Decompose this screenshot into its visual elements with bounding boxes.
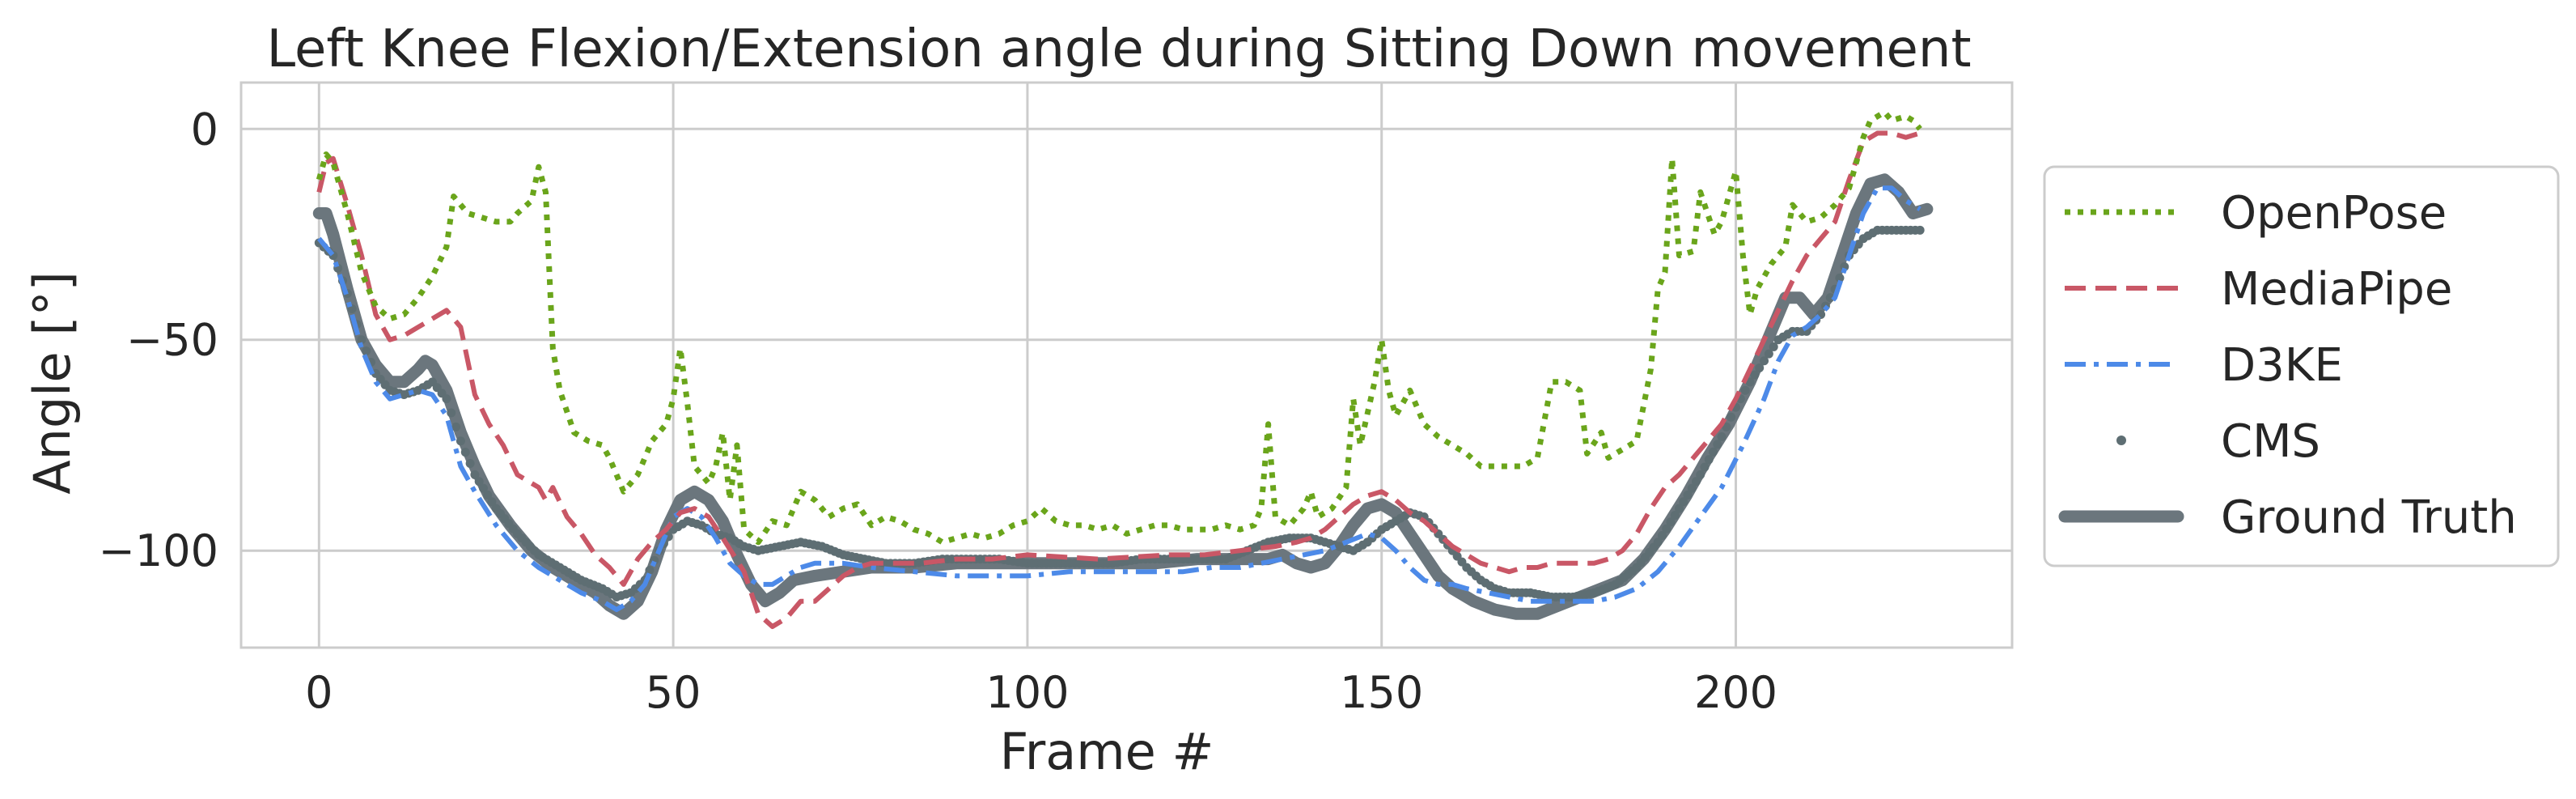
cms-point bbox=[362, 346, 371, 356]
cms-point bbox=[1825, 293, 1835, 303]
cms-point bbox=[1750, 370, 1760, 380]
cms-point bbox=[470, 470, 480, 479]
legend-label-d3ke: D3KE bbox=[2221, 339, 2343, 392]
cms-point bbox=[1708, 447, 1718, 457]
cms-point bbox=[1691, 477, 1701, 487]
cms-point bbox=[1769, 342, 1778, 351]
cms-point bbox=[1670, 510, 1680, 520]
series-line-d3ke bbox=[316, 185, 1921, 613]
cms-point bbox=[1674, 504, 1684, 513]
cms-point bbox=[1653, 538, 1663, 547]
cms-point bbox=[1764, 349, 1773, 359]
cms-point bbox=[487, 497, 497, 507]
cms-point bbox=[1679, 497, 1688, 507]
cms-point bbox=[455, 436, 465, 446]
cms-point bbox=[1755, 363, 1765, 372]
x-tick-label: 50 bbox=[646, 667, 701, 718]
cms-point bbox=[1835, 273, 1845, 283]
legend-label-cms: CMS bbox=[2221, 415, 2320, 468]
y-tick-label: −50 bbox=[126, 315, 218, 366]
legend-label-ground-truth: Ground Truth bbox=[2221, 491, 2517, 544]
cms-point bbox=[460, 448, 470, 457]
y-tick-label: 0 bbox=[191, 104, 218, 155]
cms-point bbox=[442, 394, 451, 404]
x-tick-label: 200 bbox=[1694, 667, 1777, 718]
cms-point bbox=[1696, 470, 1705, 479]
cms-point bbox=[1745, 377, 1755, 387]
tick-labels: 0 50 100 150 200 0 −50 −100 bbox=[99, 104, 1777, 718]
cms-point bbox=[1717, 432, 1727, 442]
legend-marker-cms bbox=[2116, 436, 2126, 445]
grid-lines bbox=[241, 83, 2012, 648]
cms-point bbox=[1657, 530, 1667, 540]
cms-point bbox=[465, 459, 475, 469]
x-tick-label: 0 bbox=[305, 667, 333, 718]
cms-point bbox=[1683, 490, 1693, 499]
plot-area-frame bbox=[239, 81, 2014, 649]
x-axis-label: Frame # bbox=[1000, 722, 1214, 781]
cms-point bbox=[1700, 462, 1710, 472]
cms-point bbox=[447, 408, 456, 418]
x-tick-label: 150 bbox=[1340, 667, 1423, 718]
cms-point bbox=[1760, 356, 1769, 366]
cms-point bbox=[1704, 455, 1714, 465]
series-line-mediapipe bbox=[316, 130, 1921, 629]
series-line-openpose bbox=[316, 109, 1922, 546]
cms-point bbox=[645, 566, 655, 576]
cms-point bbox=[1687, 483, 1697, 493]
x-tick-label: 100 bbox=[985, 667, 1069, 718]
legend-label-mediapipe: MediaPipe bbox=[2221, 263, 2452, 316]
legend: OpenPose MediaPipe D3KE CMS Ground Truth bbox=[2043, 165, 2560, 567]
cms-point bbox=[483, 490, 493, 499]
chart-title: Left Knee Flexion/Extension angle during… bbox=[266, 19, 1971, 79]
cms-point bbox=[1722, 422, 1731, 431]
cms-point bbox=[1740, 385, 1750, 395]
legend-box bbox=[2043, 165, 2560, 567]
legend-label-openpose: OpenPose bbox=[2221, 187, 2447, 240]
cms-point bbox=[1713, 440, 1722, 449]
cms-point bbox=[357, 335, 366, 345]
cms-point bbox=[1662, 524, 1671, 533]
cms-point bbox=[474, 477, 484, 487]
cms-point bbox=[1727, 412, 1736, 422]
cms-point bbox=[1915, 225, 1925, 235]
y-axis-label: Angle [°] bbox=[23, 271, 82, 495]
cms-point bbox=[1666, 517, 1676, 527]
cms-point bbox=[451, 422, 461, 431]
y-tick-label: −100 bbox=[99, 525, 218, 576]
series-layer bbox=[312, 109, 1934, 629]
cms-point bbox=[478, 483, 488, 493]
